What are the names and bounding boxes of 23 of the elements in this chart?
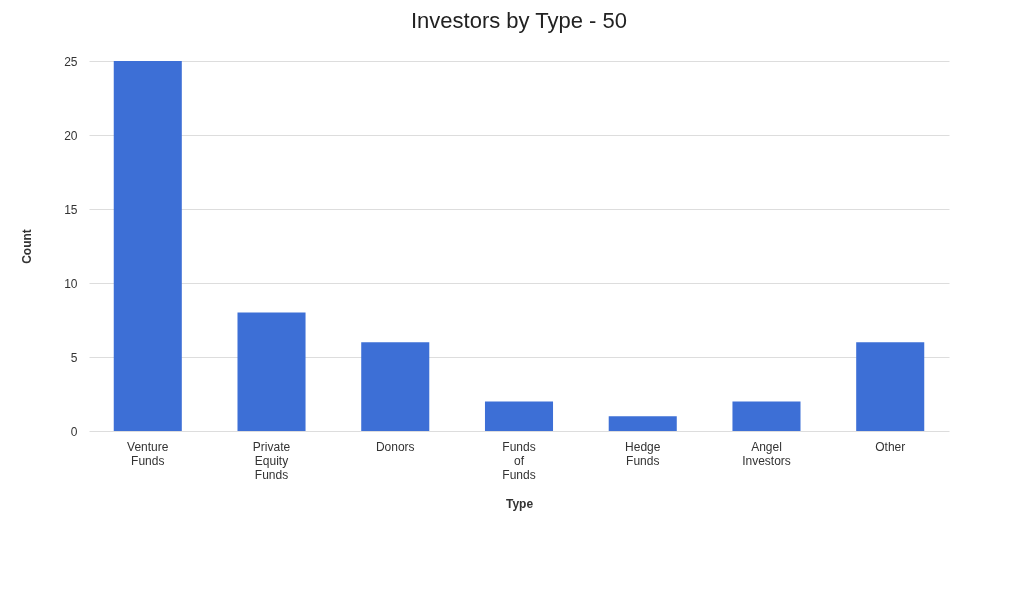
y-tick-label: 25: [64, 54, 78, 69]
x-tick-label: Hedge Funds: [625, 439, 661, 468]
bar: [732, 401, 801, 431]
bar: [361, 342, 430, 431]
x-tick-label: Private Equity Funds: [252, 439, 291, 482]
y-tick-label: 5: [70, 350, 78, 365]
y-tick-label: 0: [70, 424, 78, 439]
bar: [856, 342, 925, 431]
bar: [484, 401, 554, 431]
bar: [237, 312, 306, 431]
bar: [608, 416, 677, 431]
x-tick-label: Other: [875, 439, 906, 454]
x-tick-label: Venture Funds: [127, 439, 169, 468]
y-tick-label: 15: [64, 202, 78, 217]
x-tick-label: Donors: [375, 439, 415, 454]
x-tick-label: Funds of Funds: [502, 439, 536, 482]
chart-title: Investors by Type - 50: [410, 8, 628, 33]
y-tick-label: 10: [64, 276, 78, 291]
bar: [113, 61, 182, 431]
y-axis-title: Count: [20, 229, 35, 264]
x-axis-title: Type: [505, 496, 534, 511]
x-tick-label: Angel Investors: [742, 439, 791, 468]
y-tick-label: 20: [64, 128, 78, 143]
